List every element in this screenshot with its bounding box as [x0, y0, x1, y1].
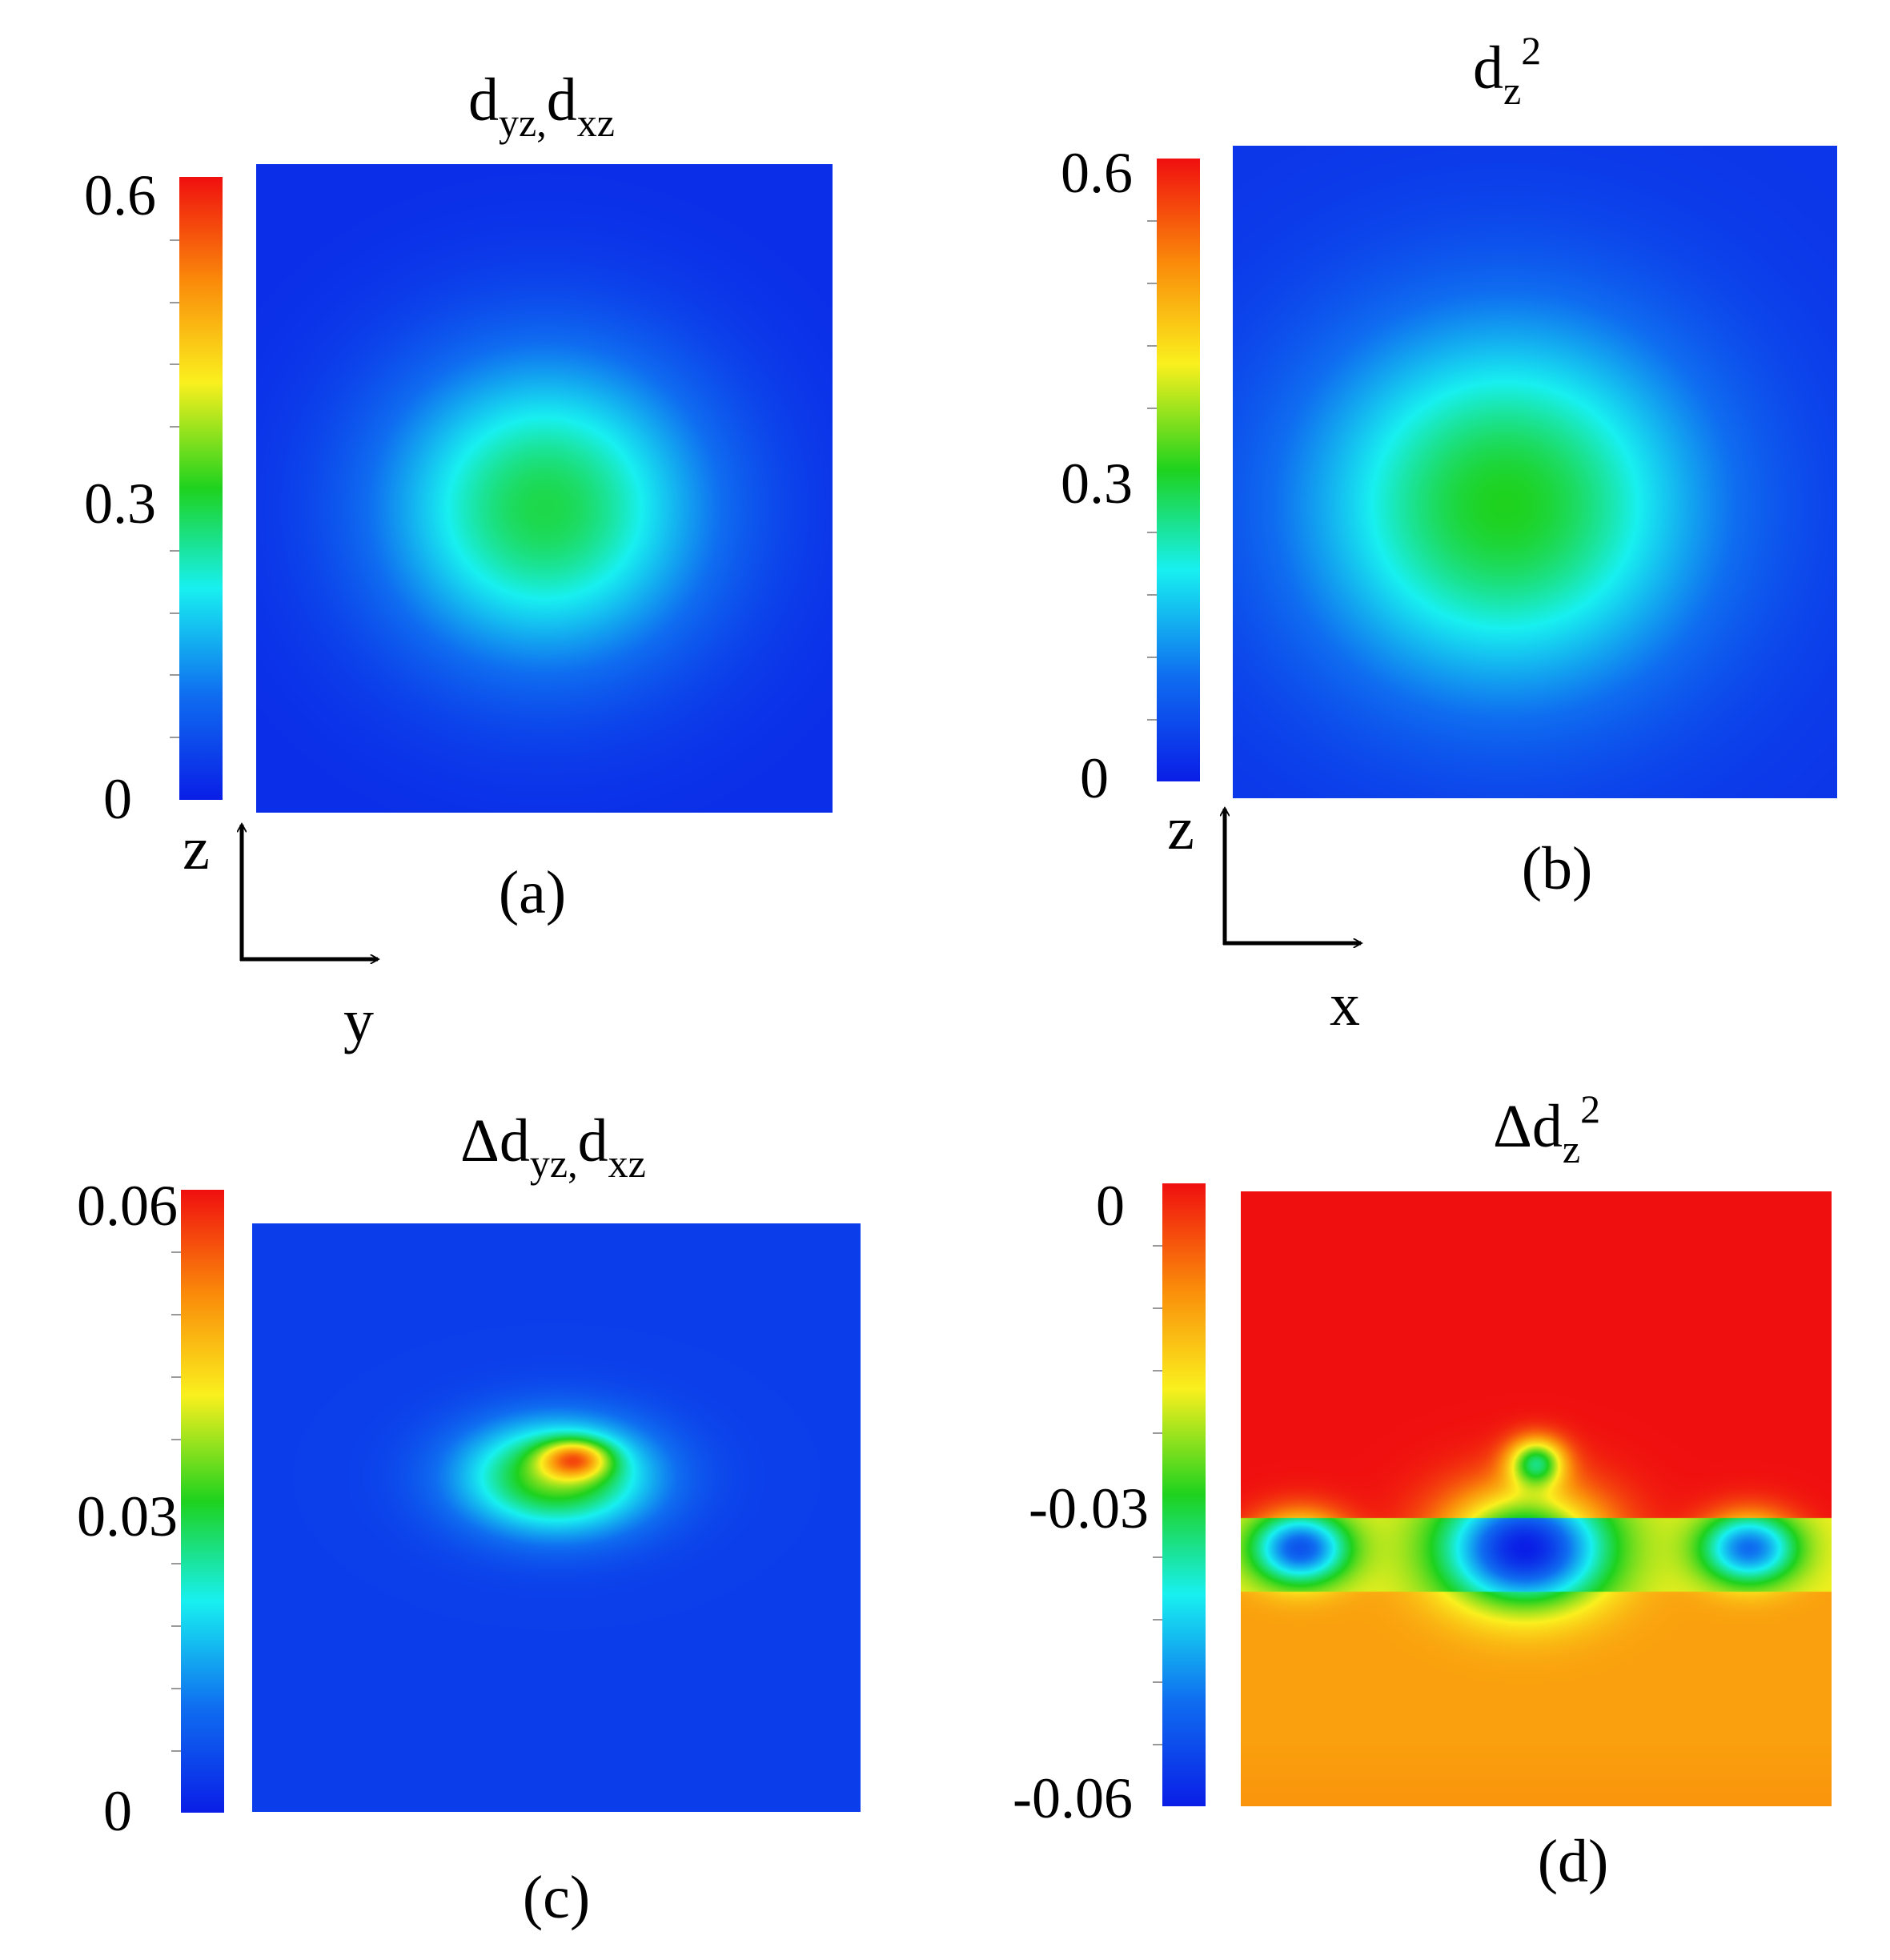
panel-b-colorbar-minor-ticks [1147, 220, 1157, 721]
panel-d-tick-top: 0 [1096, 1174, 1125, 1238]
panel-c: Δdyz,dxz 0.06 0.03 0 (c) [77, 1107, 861, 1931]
panel-b-tick-mid: 0.3 [1061, 452, 1133, 516]
panel-d-label: (d) [1538, 1828, 1609, 1895]
panel-a-y-label: y [343, 987, 374, 1054]
panel-a-z-label: z [183, 815, 210, 882]
panel-c-title: Δdyz,dxz [460, 1107, 646, 1186]
panel-d-tick-mid: -0.03 [1029, 1476, 1149, 1540]
panel-a-title: dyz,dxz [468, 66, 615, 145]
panel-c-tick-top: 0.06 [77, 1174, 178, 1238]
panel-a-tick-top: 0.6 [84, 163, 156, 227]
panel-d-heatmap [1241, 1191, 1832, 1806]
panel-b: dz2 0.6 0.3 0 (b) z x [1061, 28, 1837, 1038]
panel-b-x-label: x [1330, 971, 1360, 1038]
panel-d-colorbar-minor-ticks [1153, 1245, 1162, 1745]
panel-d-colorbar [1162, 1183, 1206, 1806]
panel-b-colorbar [1157, 159, 1200, 781]
panel-d-title: Δdz2 [1493, 1086, 1600, 1171]
panel-c-colorbar [181, 1190, 224, 1813]
panel-c-label: (c) [523, 1864, 590, 1931]
panel-a: dyz,dxz 0.6 0.3 0 (a) z y [84, 66, 833, 1054]
panel-a-colorbar [179, 177, 223, 800]
panel-b-tick-top: 0.6 [1061, 141, 1133, 205]
panel-b-tick-bottom: 0 [1080, 746, 1109, 810]
panel-b-z-label: z [1167, 795, 1194, 862]
panel-b-title: dz2 [1473, 28, 1541, 113]
panel-a-tick-bottom: 0 [103, 767, 132, 831]
panel-c-tick-bottom: 0 [103, 1779, 132, 1843]
panel-a-heatmap [256, 164, 833, 813]
panel-c-heatmap [252, 1223, 861, 1812]
panel-d: Δdz2 0 -0.03 -0.06 (d) [1013, 1086, 1832, 1895]
panel-d-tick-bottom: -0.06 [1013, 1766, 1133, 1830]
panel-a-colorbar-minor-ticks [170, 239, 179, 738]
panel-b-label: (b) [1522, 835, 1593, 902]
panel-a-tick-mid: 0.3 [84, 472, 156, 536]
panel-c-tick-mid: 0.03 [77, 1484, 178, 1548]
panel-c-colorbar-minor-ticks [171, 1251, 181, 1752]
panel-a-label: (a) [499, 859, 566, 926]
panel-b-heatmap [1233, 146, 1837, 798]
